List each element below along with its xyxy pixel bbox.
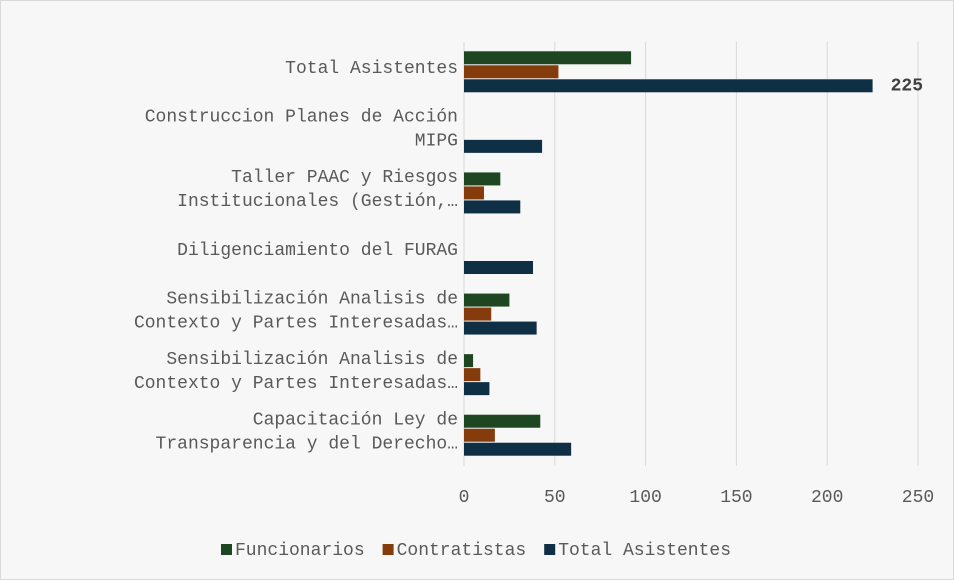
legend-label: Total Asistentes [558, 541, 731, 561]
bar [464, 414, 541, 428]
y-tick-label: Sensibilización Analisis de [166, 350, 458, 370]
bar [464, 186, 484, 200]
legend-swatch [382, 544, 394, 555]
y-tick-label: Total Asistentes [285, 59, 458, 79]
bar [464, 261, 534, 274]
legend-label: Funcionarios [235, 541, 365, 561]
y-tick-label: Contexto y Partes Interesadas… [134, 374, 458, 394]
y-tick-label: Institucionales (Gestión,… [177, 192, 458, 212]
bar [464, 65, 559, 79]
x-tick-label: 250 [902, 488, 934, 508]
x-tick-label: 200 [811, 488, 843, 508]
x-tick-label: 50 [544, 488, 566, 508]
legend-label: Contratistas [397, 541, 527, 561]
bar [464, 428, 495, 442]
bar [464, 200, 521, 214]
bar [464, 139, 543, 153]
bar [464, 354, 474, 368]
y-tick-label: Construccion Planes de Acción [145, 108, 458, 128]
bar [464, 79, 873, 93]
data-label: 225 [891, 77, 923, 97]
y-tick-label: Taller PAAC y Riesgos [231, 168, 458, 188]
legend-swatch [544, 544, 556, 555]
y-tick-label: Capacitación Ley de [253, 410, 458, 430]
bar [464, 172, 501, 186]
legend-swatch [221, 544, 232, 555]
x-tick-label: 0 [459, 488, 470, 508]
y-tick-label: Contexto y Partes Interesadas… [134, 313, 458, 333]
bar [464, 321, 537, 335]
x-tick-label: 100 [629, 488, 661, 508]
bar [464, 293, 510, 307]
bar [464, 382, 490, 396]
bar [464, 442, 572, 456]
bar [464, 307, 492, 321]
y-tick-label: Transparencia y del Derecho… [156, 434, 458, 454]
y-tick-label: Sensibilización Analisis de [166, 289, 458, 309]
bar [464, 51, 632, 65]
y-tick-label: Diligenciamiento del FURAG [177, 241, 458, 261]
bar [464, 368, 481, 382]
y-tick-label: MIPG [415, 132, 458, 152]
x-tick-label: 150 [720, 488, 752, 508]
